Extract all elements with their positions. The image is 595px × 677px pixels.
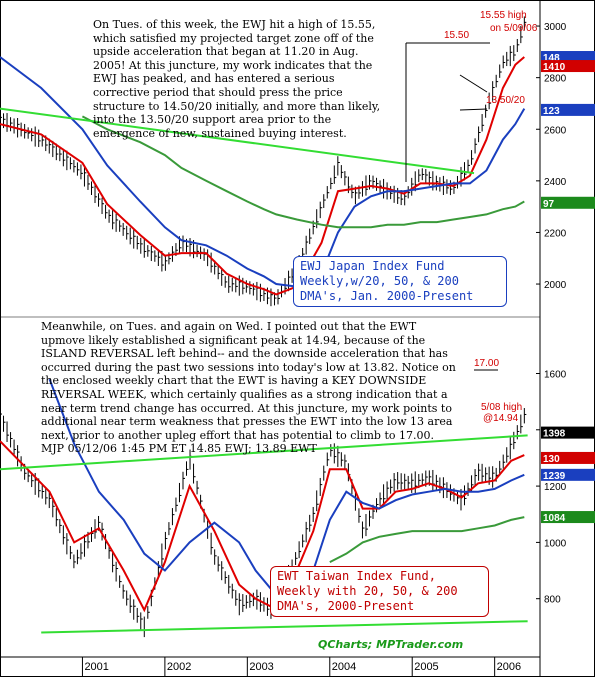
ewj-title-box: EWJ Japan Index Fund Weekly,w/20, 50, & … <box>293 256 507 307</box>
ewj-price-tag <box>541 51 595 64</box>
ewt-title-box: EWT Taiwan Index Fund, Weekly with 20, 5… <box>270 566 489 617</box>
top-commentary: On Tues. of this week, the EWJ hit a hig… <box>93 18 381 140</box>
x-tick-label: 2003 <box>249 661 273 673</box>
ewt-price-tag <box>541 426 595 439</box>
ewt-price-tag-label: 130 <box>543 454 560 465</box>
ewt-trendline <box>41 620 528 634</box>
ewt-y-tick-label: 1000 <box>544 538 567 549</box>
ewj-channel-top <box>459 74 488 93</box>
ewj-y-tick-label: 2600 <box>544 125 567 136</box>
ewt-trendline <box>0 434 528 471</box>
ewj-200-dma-line <box>81 115 525 229</box>
ewt-20-dma-line <box>0 440 525 613</box>
x-tick-label: 2002 <box>167 661 191 673</box>
x-tick-label: 2004 <box>332 661 356 673</box>
ewj-annotation-support: 13.50/20 <box>486 95 525 106</box>
ewj-annotation-1550: 15.50 <box>444 30 469 41</box>
ewt-y-tick-label: 1600 <box>544 369 567 380</box>
ewj-y-tick-label: 3000 <box>544 22 567 33</box>
ewj-20-dma-line <box>0 56 525 296</box>
ewj-price-tag-label: 123 <box>543 106 560 117</box>
ewj-y-tick-label: 2800 <box>544 74 567 85</box>
chart-credit: QCharts; MPTrader.com <box>318 638 464 651</box>
ewj-price-tag <box>541 60 595 73</box>
ewt-annotation-value: @14.94 <box>483 413 519 424</box>
ewt-y-tick-label: 800 <box>544 595 561 606</box>
ewj-trendline <box>0 107 475 175</box>
ewt-200-dma-line <box>329 516 525 563</box>
ewt-50-dma-line <box>48 378 525 595</box>
ewt-price-tag <box>541 511 595 524</box>
ewj-price-tag-label: 1410 <box>543 62 566 73</box>
ewj-channel-bottom <box>459 108 488 111</box>
ewj-price-tag-label: 148 <box>543 53 560 64</box>
middle-commentary: Meanwhile, on Tues. and again on Wed. I … <box>41 320 456 442</box>
ewt-price-tag-label: 1239 <box>543 471 566 482</box>
ewj-y-tick-label: 2200 <box>544 228 567 239</box>
x-tick-label: 2005 <box>414 661 438 673</box>
ewj-y-tick-label: 2000 <box>544 280 567 291</box>
ewt-price-tag-label: 1084 <box>543 513 566 524</box>
x-tick-label: 2006 <box>497 661 521 673</box>
ewt-price-tag <box>541 468 595 481</box>
ewj-annotation-high: 15.55 high <box>480 10 527 21</box>
ewt-annotation-high: 5/08 high <box>481 402 522 413</box>
ewj-annotation-date: on 5/09/06 <box>490 23 538 34</box>
ewt-annotation-1700: 17.00 <box>474 358 499 369</box>
ewt-y-tick-label: 1200 <box>544 482 567 493</box>
ewt-price-tag <box>541 451 595 464</box>
ewj-price-tag <box>541 196 595 209</box>
ewt-price-tag-label: 1398 <box>543 429 566 440</box>
signature-line: MJP 05/12/06 1:45 PM ET 14.85 EWJ; 13.89… <box>41 442 317 455</box>
ewj-price-tag <box>541 103 595 116</box>
ewj-price-tag-label: 97 <box>543 199 555 210</box>
x-tick-label: 2001 <box>84 661 108 673</box>
ewj-y-tick-label: 2400 <box>544 177 567 188</box>
